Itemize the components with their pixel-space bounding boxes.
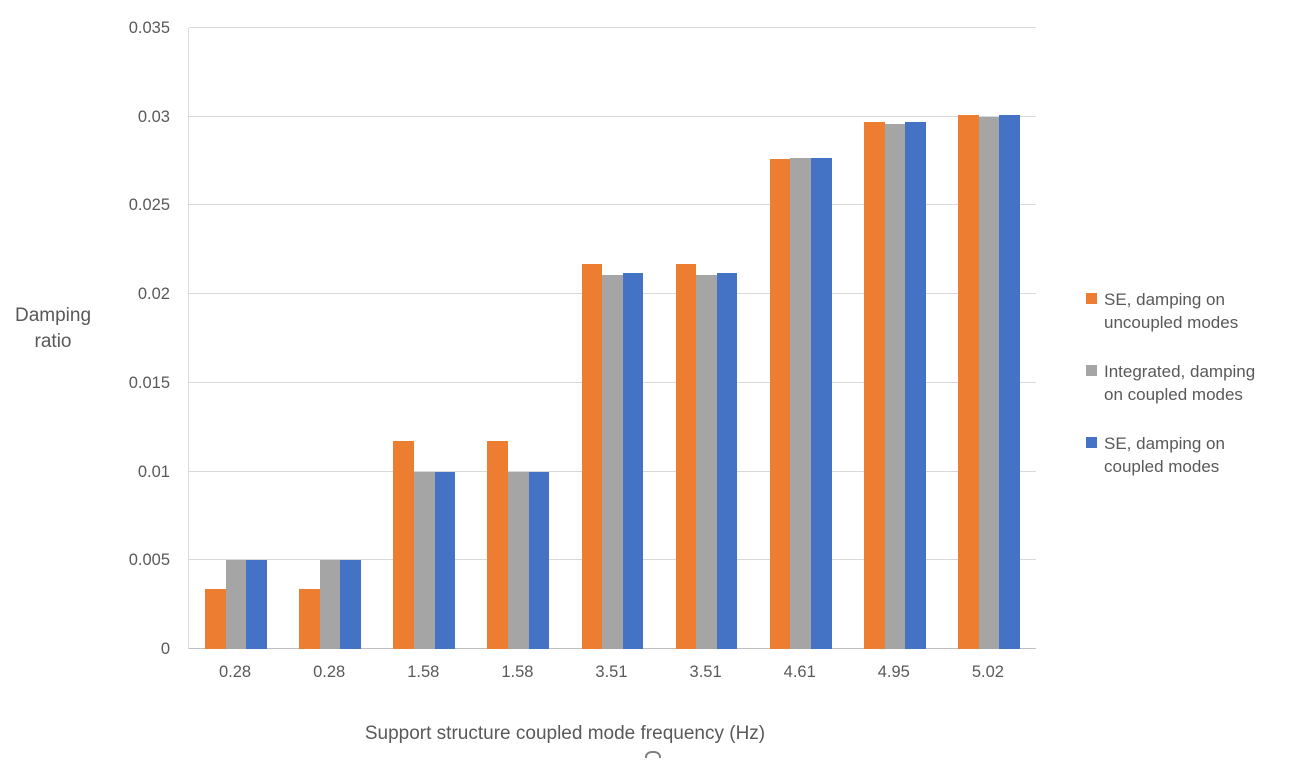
x-axis-tick-labels: 0.28 0.28 1.58 1.58 3.51 3.51 4.61 4.95 5.02 — [188, 661, 1035, 683]
bar-group — [660, 28, 754, 649]
legend-marker-icon — [1086, 365, 1097, 376]
bar — [581, 263, 603, 649]
x-tick-label: 3.51 — [689, 663, 722, 681]
y-tick-label: 0.02 — [137, 285, 170, 303]
bar — [340, 560, 362, 649]
x-tick-label: 5.02 — [971, 663, 1004, 681]
cropped-text-artifact — [645, 751, 661, 758]
bar — [413, 471, 435, 649]
bar — [884, 123, 906, 649]
gridline — [189, 115, 1036, 117]
bar-group — [942, 28, 1036, 649]
legend-label: SE, damping on uncoupled modes — [1104, 290, 1239, 332]
bar — [696, 274, 717, 649]
legend-item: SE, damping on coupled modes — [1086, 432, 1286, 478]
bar — [905, 122, 926, 649]
y-tick-label: 0.005 — [128, 551, 170, 569]
bar — [811, 157, 832, 649]
y-tick-label: 0.03 — [137, 108, 170, 126]
bar-group — [377, 28, 471, 649]
bar-group — [848, 28, 942, 649]
x-tick-label: 4.95 — [877, 663, 910, 681]
bar — [769, 159, 791, 649]
y-axis-tick-labels: 0 0.005 0.01 0.015 0.02 0.025 0.03 0.035 — [0, 19, 170, 658]
bar — [205, 588, 226, 649]
bar — [319, 560, 341, 649]
bar — [716, 272, 738, 649]
x-axis-title: Support structure coupled mode frequency… — [364, 723, 766, 744]
plot-area — [188, 27, 1036, 649]
bar — [246, 560, 267, 649]
bar — [675, 263, 697, 649]
bar — [863, 122, 885, 649]
bar — [225, 560, 247, 649]
bar — [622, 272, 644, 649]
bar — [508, 471, 529, 649]
legend-item: Integrated, damping on coupled modes — [1086, 360, 1286, 406]
bar-groups — [189, 28, 1036, 649]
bar — [958, 114, 979, 649]
bar — [790, 157, 811, 649]
y-tick-label: 0.015 — [128, 374, 170, 392]
y-tick-label: 0.035 — [128, 19, 170, 37]
x-tick-label: 3.51 — [595, 663, 628, 681]
bar-group — [471, 28, 565, 649]
x-tick-label: 0.28 — [313, 663, 346, 681]
y-tick-label: 0.01 — [137, 463, 170, 481]
bar — [978, 116, 1000, 649]
y-axis-title: Damping ratio — [14, 305, 92, 352]
x-tick-label: 0.28 — [218, 663, 252, 681]
x-tick-label: 4.61 — [783, 663, 816, 681]
y-tick-label: 0.025 — [128, 196, 170, 214]
legend-label: SE, damping on coupled modes — [1104, 434, 1225, 476]
legend-label: Integrated, damping on coupled modes — [1104, 362, 1256, 404]
y-tick-label: 0 — [160, 640, 170, 658]
bar-group — [189, 28, 283, 649]
bar — [393, 441, 414, 649]
gridline — [189, 27, 1036, 28]
bar-group — [283, 28, 377, 649]
legend: SE, damping on uncoupled modes Integrated… — [1086, 288, 1286, 478]
x-tick-label: 1.58 — [501, 663, 534, 681]
legend-marker-icon — [1086, 437, 1097, 448]
bar — [999, 114, 1020, 649]
bar — [528, 471, 550, 649]
bar — [487, 441, 509, 649]
legend-item: SE, damping on uncoupled modes — [1086, 288, 1286, 334]
bar-group — [565, 28, 659, 649]
gridline — [189, 204, 1036, 206]
legend-marker-icon — [1086, 293, 1097, 304]
bar — [434, 471, 456, 649]
bar — [299, 588, 320, 649]
bar-group — [754, 28, 848, 649]
x-tick-label: 1.58 — [407, 663, 440, 681]
bar — [602, 274, 623, 649]
